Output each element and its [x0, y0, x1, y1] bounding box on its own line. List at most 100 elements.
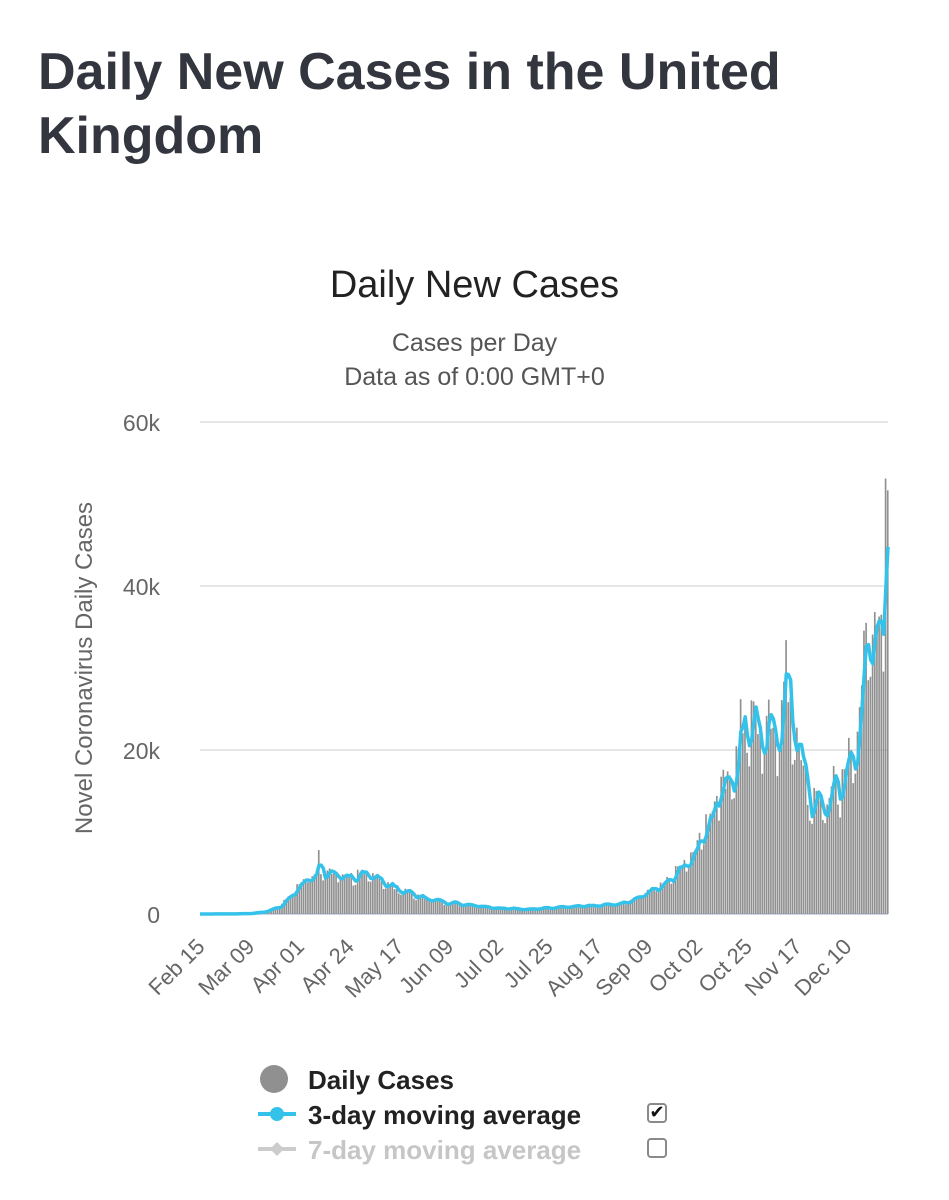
daily-cases-bar: [828, 797, 831, 914]
daily-cases-bar: [281, 903, 283, 914]
chart-subtitle-line2: Data as of 0:00 GMT+0: [344, 363, 605, 391]
daily-cases-bar: [410, 893, 413, 914]
legend-item-3day-average[interactable]: 3-day moving average ✔: [258, 1098, 678, 1133]
daily-cases-bar: [614, 904, 616, 914]
y-tick-label: 60k: [123, 410, 161, 436]
daily-cases-bar: [739, 699, 742, 914]
daily-cases-bar: [359, 872, 361, 914]
daily-cases-bar: [822, 820, 824, 914]
daily-cases-bar: [666, 876, 668, 914]
daily-cases-bar: [750, 700, 753, 914]
daily-cases-bar: [579, 907, 582, 914]
x-tick-label: Jul 02: [449, 934, 508, 993]
daily-cases-bar: [480, 906, 482, 914]
daily-cases-bar: [397, 893, 400, 914]
daily-cases-bar: [832, 766, 835, 914]
daily-cases-bar: [473, 907, 476, 914]
daily-cases-bar: [648, 890, 651, 914]
daily-cases-bar: [679, 868, 681, 914]
toggle-3day-checkbox[interactable]: ✔: [647, 1103, 667, 1123]
daily-cases-bar: [493, 907, 495, 914]
daily-cases-bar: [772, 727, 774, 914]
daily-cases-bar: [315, 871, 318, 914]
daily-cases-bar: [542, 907, 545, 914]
daily-cases-bar: [382, 888, 385, 914]
daily-cases-bar: [601, 904, 603, 914]
daily-cases-bar: [707, 824, 710, 914]
daily-cases-bar: [577, 905, 580, 914]
daily-cases-bar: [770, 728, 772, 914]
daily-cases-bar: [488, 908, 491, 914]
daily-cases-bar: [426, 899, 428, 914]
daily-cases-bar: [618, 903, 621, 914]
daily-cases-bar: [291, 894, 294, 914]
daily-cases-bar: [441, 901, 443, 914]
daily-cases-bar: [568, 906, 571, 914]
daily-cases-bar: [361, 871, 363, 914]
daily-cases-bar: [661, 883, 664, 914]
daily-cases-bar: [423, 899, 426, 914]
daily-cases-bar: [690, 852, 692, 914]
daily-cases-bar: [417, 894, 420, 914]
daily-cases-bar: [733, 798, 735, 914]
chart-subtitle: Cases per Day Data as of 0:00 GMT+0: [0, 326, 949, 394]
daily-cases-bar: [856, 731, 859, 914]
daily-cases-bar: [510, 908, 513, 914]
daily-cases-bar: [478, 906, 480, 914]
daily-cases-bar: [677, 866, 679, 914]
daily-cases-bar: [731, 799, 733, 914]
daily-cases-bar: [607, 904, 610, 914]
daily-cases-bar: [659, 882, 662, 914]
daily-cases-bar: [471, 905, 474, 914]
daily-cases-bar: [800, 760, 803, 914]
daily-cases-bar: [728, 775, 731, 914]
daily-cases-bar: [400, 894, 402, 914]
daily-cases-bar: [798, 745, 800, 914]
daily-cases-bar: [694, 852, 697, 914]
daily-cases-bar: [274, 907, 277, 914]
daily-cases-bar: [609, 905, 612, 914]
moving-average-lines: [200, 546, 890, 916]
chart-title: Daily New Cases: [329, 264, 620, 306]
daily-cases-bar: [484, 906, 487, 914]
daily-cases-bar: [737, 748, 740, 914]
daily-cases-bar: [718, 820, 720, 914]
daily-cases-bar: [835, 775, 837, 914]
daily-cases-bar: [850, 750, 852, 914]
daily-cases-bar: [432, 898, 435, 914]
daily-cases-bar: [683, 859, 686, 914]
daily-cases-bar: [806, 804, 809, 914]
daily-cases-bar: [642, 896, 645, 914]
daily-cases-bar: [499, 907, 502, 914]
daily-cases-bar: [527, 908, 530, 914]
daily-cases-bar: [456, 903, 459, 914]
toggle-7day-checkbox[interactable]: [647, 1138, 667, 1158]
daily-cases-bar: [746, 752, 748, 914]
legend-item-7day-average[interactable]: 7-day moving average: [258, 1133, 678, 1168]
daily-cases-bar: [873, 612, 876, 914]
daily-cases-bar: [741, 733, 744, 914]
daily-cases-bar: [841, 769, 844, 914]
daily-cases-bar: [348, 876, 350, 914]
legend-label-daily-cases: Daily Cases: [308, 1065, 454, 1095]
daily-cases-bar: [564, 907, 567, 914]
daily-cases-bar: [452, 901, 454, 914]
daily-cases-bar: [594, 906, 597, 914]
daily-cases-bar: [865, 622, 867, 914]
daily-cases-bar: [761, 773, 764, 914]
daily-cases-bar: [343, 874, 346, 914]
daily-cases-bar: [685, 871, 688, 914]
daily-cases-bar: [529, 908, 532, 914]
daily-cases-bar: [858, 707, 861, 914]
daily-cases-bar: [620, 901, 623, 914]
daily-cases-bar: [878, 616, 880, 914]
daily-cases-bar: [521, 909, 523, 914]
legend-item-daily-cases[interactable]: Daily Cases: [258, 1063, 678, 1098]
daily-cases-bar: [854, 773, 857, 914]
daily-cases-bar: [705, 814, 707, 914]
daily-cases-bar: [674, 866, 677, 914]
x-tick-label: Mar 09: [193, 934, 259, 1000]
daily-cases-bar: [815, 791, 818, 914]
daily-cases-bar: [465, 903, 467, 914]
daily-cases-bar: [839, 817, 841, 914]
